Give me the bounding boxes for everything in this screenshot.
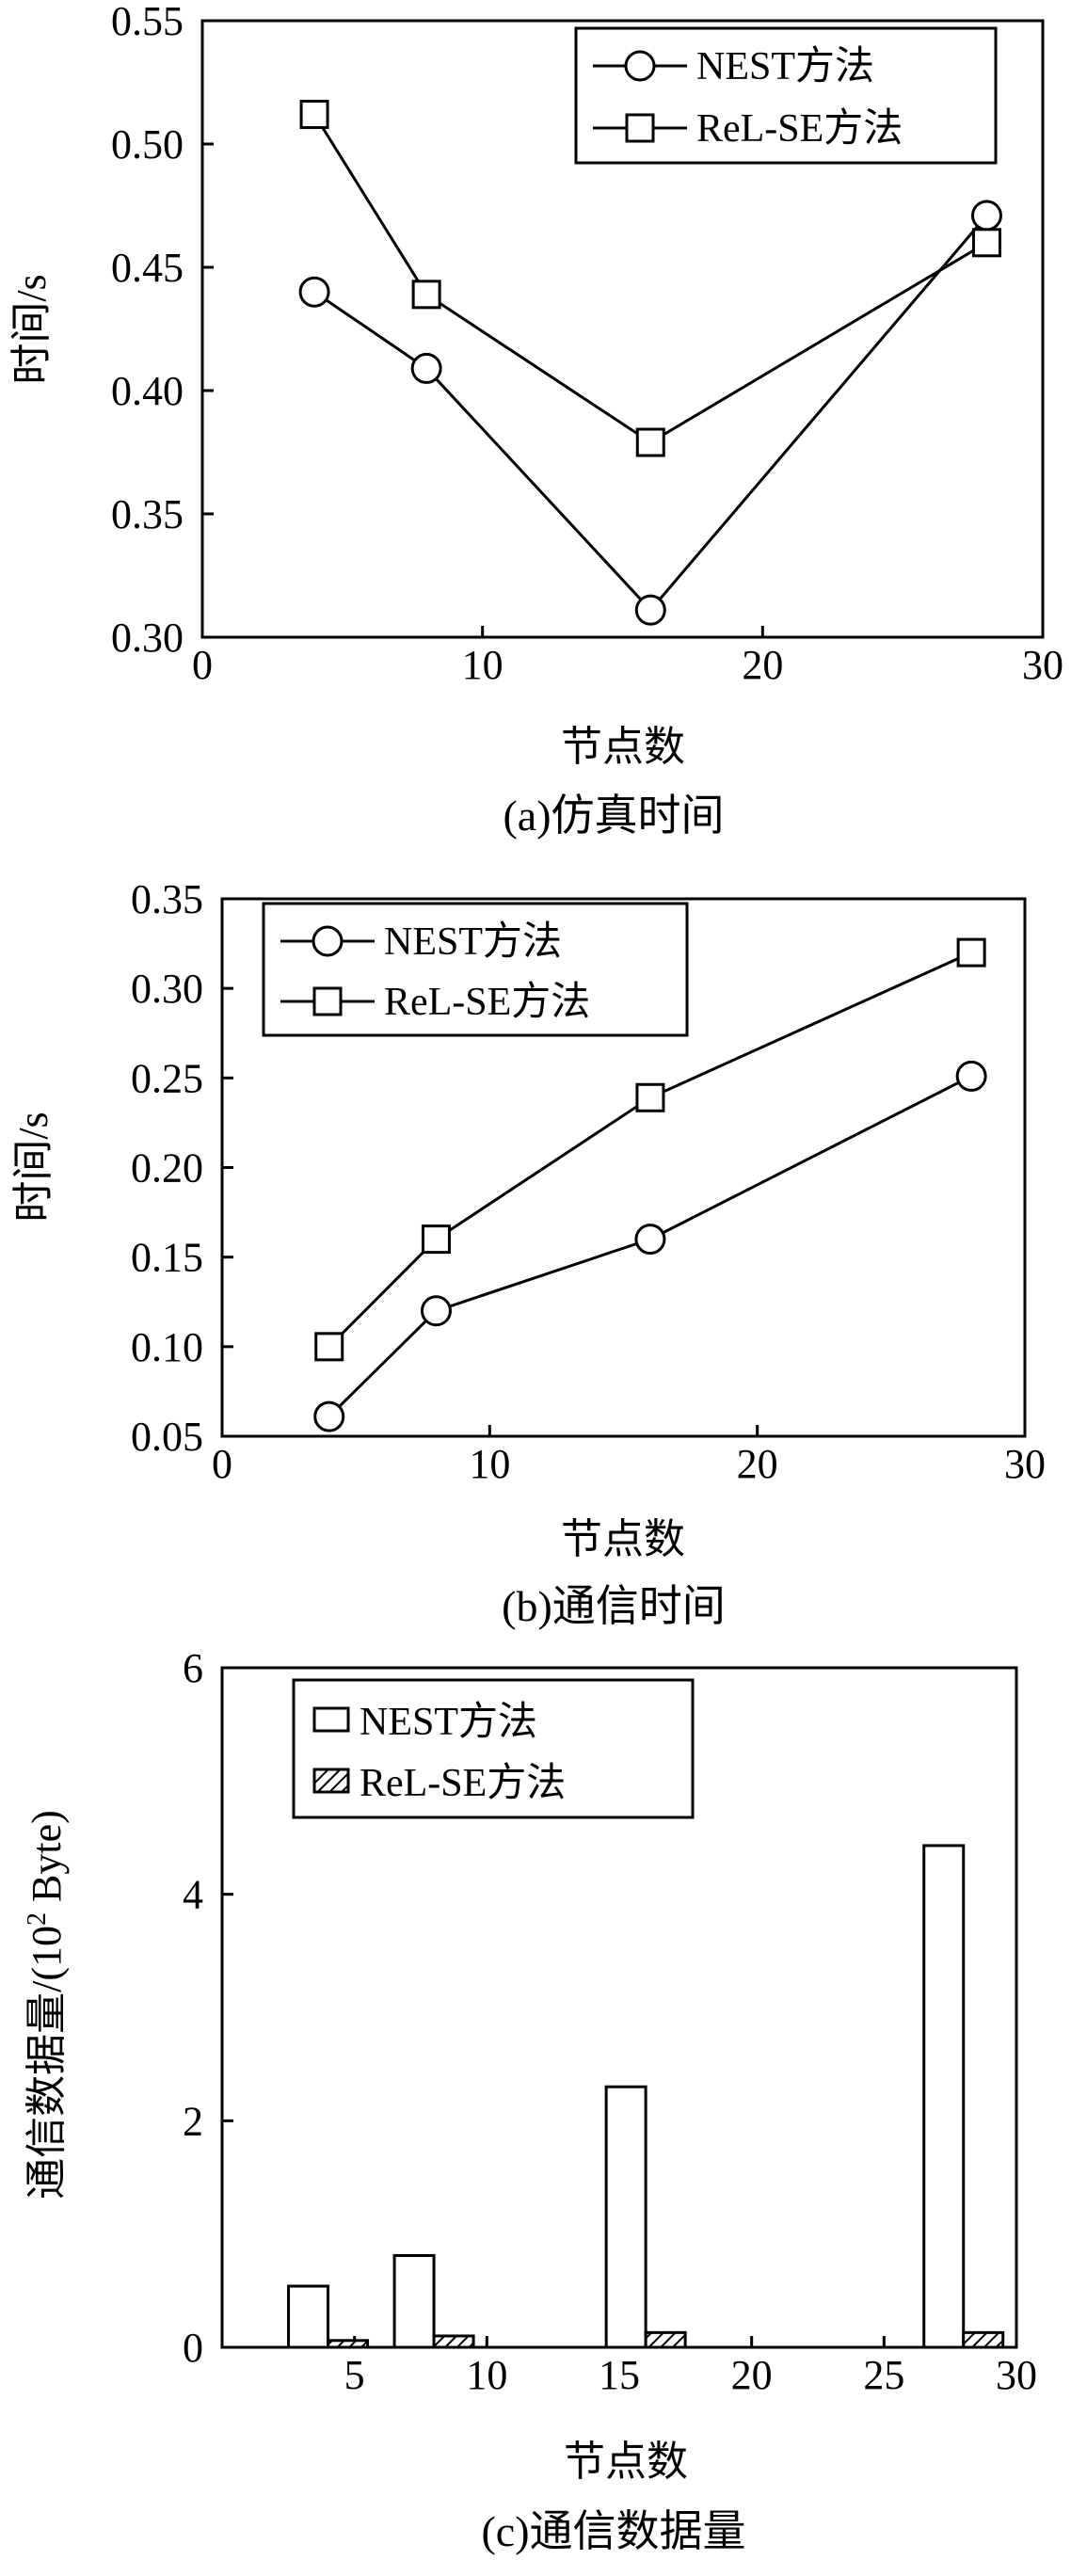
x-axis: 0 10 20 30	[192, 626, 1063, 688]
y-tick-label: 0.30	[111, 615, 184, 661]
bar-relse	[327, 2339, 370, 2349]
x-tick-label: 0	[192, 642, 213, 688]
legend-box	[292, 1678, 695, 1819]
y-tick-label: 0.20	[131, 1145, 203, 1192]
legend-marker-circle	[624, 50, 656, 82]
y-tick-label: 0.40	[111, 368, 184, 414]
plot-frame	[200, 19, 1045, 639]
y-tick-label: 2	[183, 2098, 203, 2144]
series-line-relse	[312, 113, 988, 444]
x-tick-label: 0	[212, 1441, 232, 1487]
data-point-square	[971, 228, 1001, 258]
x-axis-title: 节点数	[561, 1516, 685, 1562]
data-point-square	[314, 1332, 344, 1362]
panel-caption: (a)仿真时间	[503, 792, 724, 840]
y-axis-title: 时间/s	[10, 1112, 56, 1222]
data-point-circle	[955, 1060, 987, 1092]
data-point-circle	[634, 1224, 666, 1256]
data-point-circle	[410, 352, 442, 384]
series-line-nest	[313, 215, 988, 613]
y-tick-label: 0	[183, 2325, 203, 2371]
x-tick-label: 30	[996, 2352, 1037, 2398]
y-tick-label: 0.35	[131, 876, 203, 922]
legend-marker-square	[625, 113, 655, 143]
legend: NEST方法 ReL-SE方法	[292, 1678, 695, 1819]
data-point-square	[421, 1224, 451, 1255]
data-point-square	[956, 937, 986, 968]
bar-relse	[644, 2330, 687, 2349]
x-axis-title: 节点数	[564, 2439, 688, 2485]
x-tick-label: 20	[737, 1441, 778, 1487]
data-point-square	[635, 1082, 665, 1112]
data-bars	[287, 1844, 1005, 2349]
data-point-circle	[313, 1400, 345, 1432]
y-tick-label: 6	[183, 1645, 203, 1691]
y-axis-title: 通信数据量/(102 Byte)	[23, 1810, 70, 2200]
panel-communication-data: 5 10 15 20 25 30 0 2 4 6 NEST方法 ReL-SE方法 节点数 通信数…	[23, 1645, 1037, 2555]
x-tick-label: 10	[469, 1441, 510, 1487]
series-line-relse	[328, 951, 972, 1348]
panel-communication-time: 0 10 20 30 0.05 0.10 0.15 0.20 0.25 0.30 0.35 NES…	[10, 876, 1046, 1630]
data-point-circle	[298, 276, 330, 308]
panel-caption: (b)通信时间	[502, 1582, 726, 1630]
bar-relse	[432, 2334, 475, 2349]
x-axis-title: 节点数	[561, 724, 685, 770]
y-axis-title: 时间/s	[8, 274, 55, 384]
bar-nest	[392, 2254, 436, 2349]
data-point-square	[299, 100, 329, 130]
bar-nest	[922, 1844, 966, 2349]
panel-simulation-time: 0 10 20 30 0.30 0.35 0.40 0.45 0.50 0.55 NEST方法 …	[8, 0, 1063, 840]
bar-nest	[604, 2085, 647, 2349]
y-tick-label: 0.35	[111, 491, 184, 537]
data-point-circle	[634, 594, 666, 626]
y-tick-label: 0.55	[111, 0, 184, 44]
x-tick-label: 20	[742, 642, 783, 688]
x-tick-label: 15	[599, 2352, 640, 2398]
data-point-circle	[970, 200, 1002, 232]
legend-swatch-hatched	[312, 1768, 350, 1794]
bar-nest	[287, 2284, 330, 2349]
series-line-nest	[328, 1075, 972, 1418]
y-axis: 0.05 0.10 0.15 0.20 0.25 0.30 0.35	[131, 876, 233, 1460]
legend-label-nest: NEST方法	[384, 920, 562, 964]
y-tick-label: 0.30	[131, 966, 203, 1012]
y-tick-label: 0.45	[111, 245, 184, 291]
data-point-square	[411, 280, 441, 310]
y-axis: 0.30 0.35 0.40 0.45 0.50 0.55	[111, 0, 214, 661]
x-axis: 5 10 15 20 25 30	[344, 2336, 1037, 2398]
data-point-circle	[420, 1295, 452, 1327]
legend-marker-square	[312, 986, 343, 1016]
x-tick-label: 10	[462, 642, 504, 688]
legend-swatch-empty	[312, 1706, 350, 1733]
data-series	[298, 100, 1002, 626]
y-tick-label: 4	[183, 1872, 203, 1918]
legend: NEST方法 ReL-SE方法	[574, 26, 998, 165]
legend-box	[574, 26, 998, 165]
y-tick-label: 0.15	[131, 1235, 203, 1281]
y-tick-label: 0.10	[131, 1324, 203, 1370]
data-point-square	[635, 427, 665, 457]
x-tick-label: 20	[731, 2352, 773, 2398]
legend-label-nest: NEST方法	[360, 1701, 537, 1744]
legend-label-relse: ReL-SE方法	[384, 981, 590, 1024]
legend: NEST方法 ReL-SE方法	[262, 902, 689, 1037]
bar-relse	[962, 2330, 1005, 2349]
x-tick-label: 25	[863, 2352, 904, 2398]
y-axis: 0 2 4 6	[183, 1645, 233, 2371]
x-tick-label: 5	[344, 2352, 365, 2398]
data-series	[313, 937, 987, 1432]
y-tick-label: 0.50	[111, 121, 184, 168]
x-tick-label: 30	[1022, 642, 1063, 688]
y-tick-label: 0.25	[131, 1055, 203, 1101]
legend-label-relse: ReL-SE方法	[696, 107, 903, 151]
x-tick-label: 10	[466, 2352, 507, 2398]
x-axis: 0 10 20 30	[212, 1425, 1046, 1487]
panel-caption: (c)通信数据量	[481, 2507, 745, 2555]
x-tick-label: 30	[1004, 1441, 1046, 1487]
legend-marker-circle	[312, 925, 344, 957]
legend-label-nest: NEST方法	[696, 45, 874, 88]
legend-label-relse: ReL-SE方法	[360, 1762, 566, 1805]
y-tick-label: 0.05	[131, 1414, 203, 1460]
